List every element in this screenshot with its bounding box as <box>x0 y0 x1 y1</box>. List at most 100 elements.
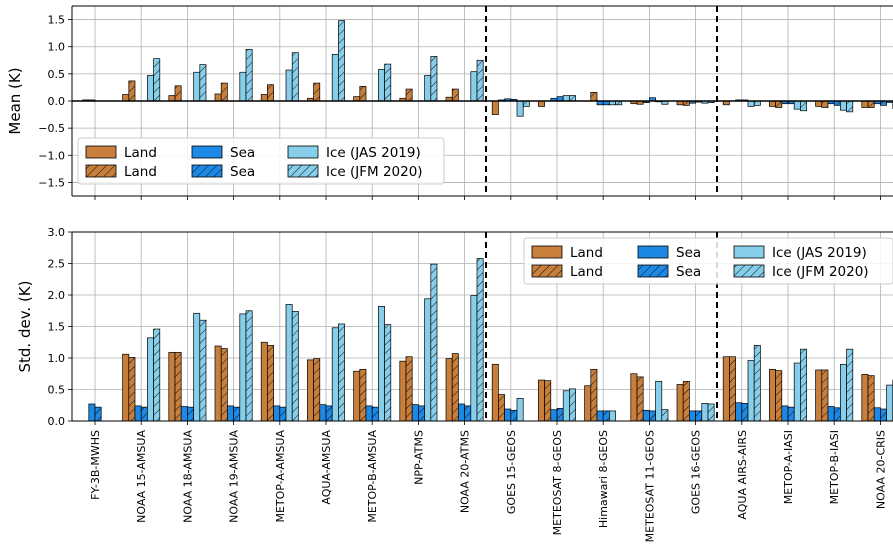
legend-label: Land <box>124 145 157 161</box>
legend-label: Ice (JFM 2020) <box>326 164 423 180</box>
y-tick-label: −1.5 <box>38 176 65 189</box>
y-tick-label: 2.0 <box>48 289 66 302</box>
bar-hatch <box>233 407 240 421</box>
bar-hatch <box>141 407 148 421</box>
bar-hatch <box>557 96 564 101</box>
legend: Land Land Sea Sea Ice (JAS 2019) Ice (JFM 202… <box>77 137 445 185</box>
bar <box>504 408 512 422</box>
bar <box>562 390 570 422</box>
x-tick-label: GOES 16-GEOS <box>690 430 703 514</box>
bar-hatch <box>880 409 887 421</box>
bar-hatch <box>788 407 795 421</box>
y-tick-label: 1.5 <box>48 14 66 27</box>
bar-hatch <box>430 56 437 101</box>
bar <box>689 410 696 422</box>
bar <box>538 379 545 422</box>
bar <box>260 94 268 102</box>
legend-frame <box>523 237 893 285</box>
bar <box>827 406 835 422</box>
legend-frame <box>77 137 445 185</box>
bar <box>840 363 847 422</box>
bar <box>193 312 201 422</box>
y-tick-label: 0.0 <box>48 415 66 428</box>
bar <box>399 360 407 422</box>
bar <box>676 384 684 422</box>
bar-hatch <box>175 85 182 101</box>
bar <box>562 95 570 102</box>
bar-hatch <box>637 101 644 105</box>
y-axis-label: Std. dev. (K) <box>16 281 34 373</box>
bar-hatch <box>153 58 160 101</box>
bar <box>411 404 419 422</box>
bar-hatch <box>153 329 160 421</box>
bar-hatch <box>754 345 761 421</box>
bar <box>747 360 755 422</box>
bar-hatch <box>464 405 471 421</box>
bar-hatch <box>267 345 274 421</box>
bar-hatch <box>128 80 135 101</box>
bar-hatch <box>800 101 807 111</box>
y-tick-label: 1.0 <box>48 41 66 54</box>
legend-swatch <box>287 145 319 159</box>
bar <box>331 327 339 422</box>
x-tick-label: METOP-B-IASI <box>828 430 841 504</box>
y-tick-label: 0.0 <box>48 95 66 108</box>
bar-hatch <box>406 89 413 101</box>
legend-label: Ice (JAS 2019) <box>772 245 867 261</box>
bar <box>378 69 385 102</box>
legend-swatch <box>85 145 117 159</box>
x-tick-label: METOP-A-IASI <box>782 430 795 504</box>
bar-hatch <box>338 323 345 421</box>
y-tick-label: 2.5 <box>48 258 66 271</box>
y-tick-label: 0.5 <box>48 68 66 81</box>
x-tick-label: GOES 15-GEOS <box>505 430 518 514</box>
bar-hatch <box>510 99 517 101</box>
bar-hatch <box>834 101 841 106</box>
x-tick-label: NOAA 15-AMSUA <box>135 430 148 523</box>
bar-hatch <box>452 89 459 101</box>
bar-hatch <box>775 370 782 421</box>
bar-hatch <box>868 101 875 108</box>
bar-hatch <box>359 86 366 101</box>
bar-hatch <box>569 95 576 101</box>
bar <box>378 305 385 422</box>
x-tick-label: Himawari 8-GEOS <box>597 430 610 528</box>
bar-hatch <box>590 369 597 421</box>
bar-hatch <box>846 349 853 421</box>
x-tick-label: NOAA 20-ATMS <box>459 430 472 513</box>
bar-hatch <box>683 381 690 421</box>
bar <box>470 295 478 422</box>
bar-hatch <box>326 405 333 421</box>
bar <box>722 356 730 422</box>
bar-hatch <box>406 356 413 421</box>
bar-hatch <box>754 101 761 106</box>
bar <box>193 71 201 102</box>
bar <box>260 341 268 422</box>
x-tick-label: METOP-A-AMSUA <box>274 430 287 523</box>
bar-hatch <box>868 375 875 421</box>
bar-hatch <box>498 394 505 421</box>
bar <box>424 75 432 102</box>
bar <box>134 405 142 422</box>
legend-swatch-hatch <box>532 265 562 277</box>
x-tick-label: NPP-ATMS <box>412 430 425 485</box>
x-tick-label: METOP-B-AMSUA <box>366 430 379 523</box>
y-tick-label: 1.5 <box>48 321 66 334</box>
bar <box>584 385 592 422</box>
bar-hatch <box>880 101 887 106</box>
x-tick-label: AQUA-AMSUA <box>320 430 333 505</box>
x-tick-label: METEOSAT 11-GEOS <box>643 430 656 542</box>
bar <box>470 71 478 102</box>
bar-hatch <box>267 84 274 101</box>
bar <box>596 410 604 422</box>
bar <box>609 410 616 422</box>
bar <box>353 370 361 422</box>
x-tick-label: NOAA 19-AMSUA <box>228 430 241 523</box>
bar-hatch <box>661 409 668 421</box>
bar-hatch <box>637 376 644 421</box>
x-tick-label: FY-3B-MWHS <box>89 430 102 500</box>
x-tick-labels: FY-3B-MWHS NOAA 15-AMSUA NOAA 18-AMSUA NOAA… <box>89 430 887 543</box>
